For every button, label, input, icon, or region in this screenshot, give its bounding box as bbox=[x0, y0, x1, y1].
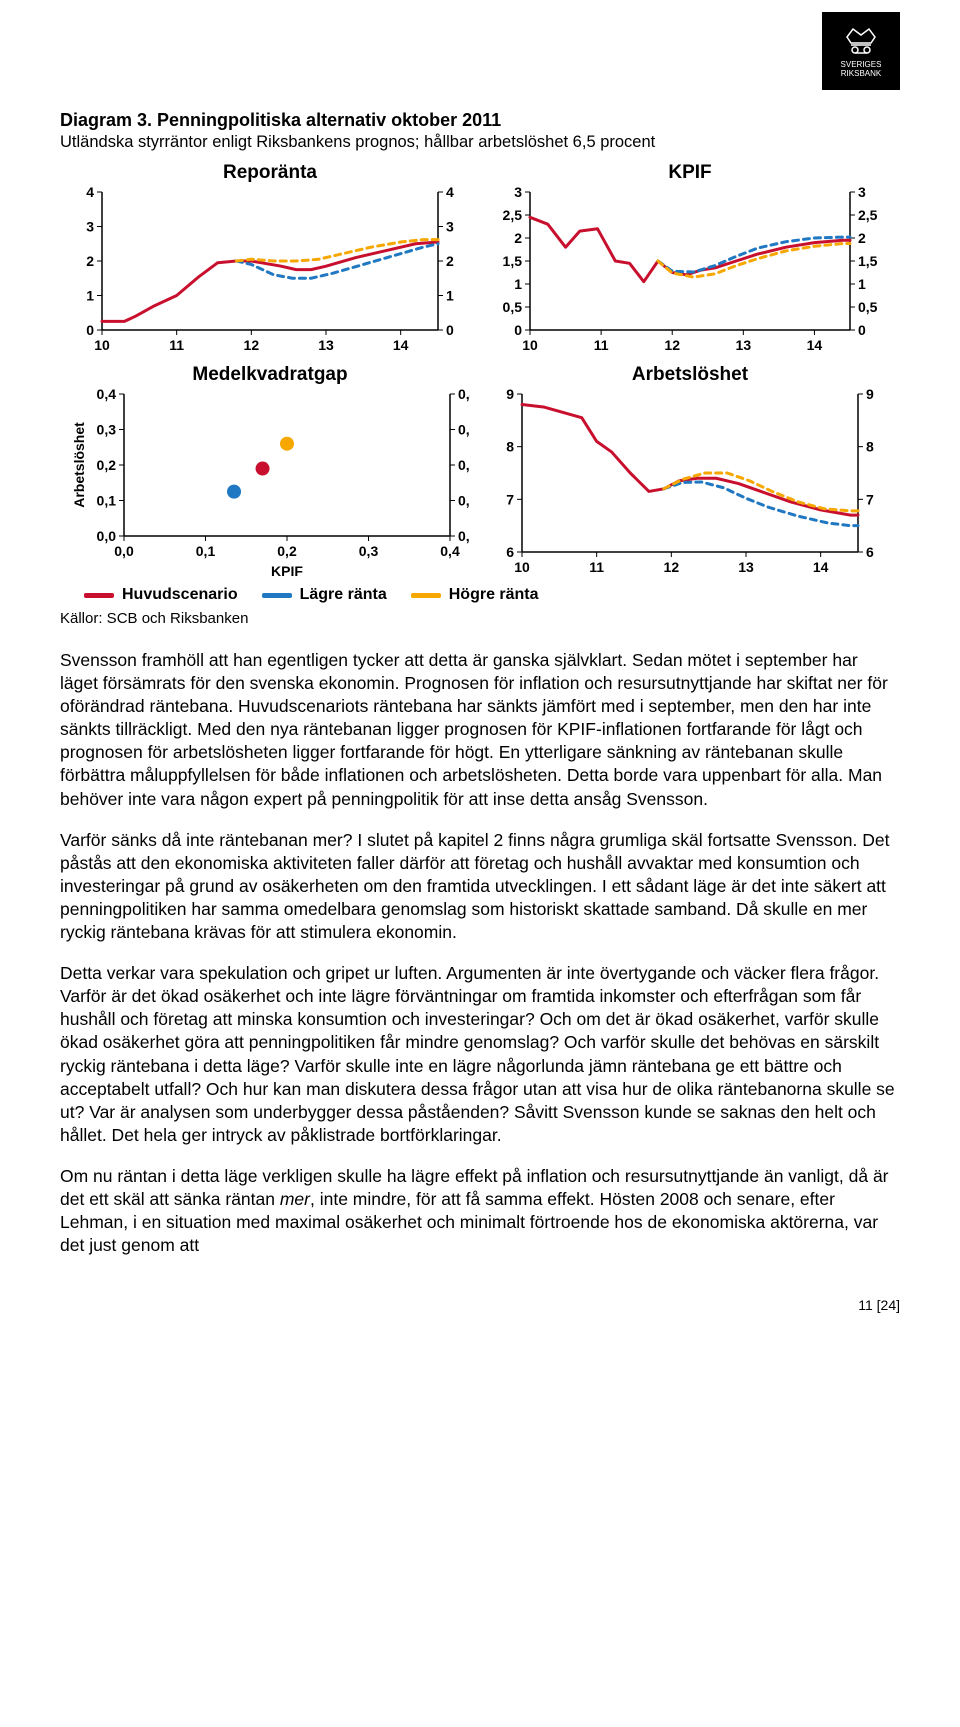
logo-text-2: RIKSBANK bbox=[841, 70, 881, 79]
svg-text:0,0: 0,0 bbox=[97, 528, 117, 544]
chart-title: Arbetslöshet bbox=[480, 364, 900, 386]
svg-text:6: 6 bbox=[506, 544, 514, 560]
svg-text:2: 2 bbox=[86, 253, 94, 269]
svg-text:2: 2 bbox=[858, 230, 866, 246]
svg-text:11: 11 bbox=[589, 559, 604, 575]
svg-text:6: 6 bbox=[866, 544, 874, 560]
svg-text:11: 11 bbox=[169, 337, 184, 353]
figure-subtitle: Utländska styrräntor enligt Riksbankens … bbox=[60, 133, 900, 152]
chart-title: KPIF bbox=[480, 162, 900, 184]
svg-text:0,2: 0,2 bbox=[97, 457, 117, 473]
chart-title: Reporänta bbox=[60, 162, 480, 184]
legend-swatch bbox=[262, 593, 292, 598]
chart-kpif: KPIF 000,50,5111,51,5222,52,533101112131… bbox=[480, 162, 900, 356]
svg-text:0,1: 0,1 bbox=[196, 543, 216, 559]
svg-text:0,5: 0,5 bbox=[858, 299, 878, 315]
legend-item: Högre ränta bbox=[411, 586, 539, 604]
chart-grid: Reporänta 00112233441011121314 KPIF 000,… bbox=[60, 162, 900, 578]
svg-text:13: 13 bbox=[738, 559, 754, 575]
svg-text:8: 8 bbox=[506, 439, 514, 455]
legend-item: Huvudscenario bbox=[84, 586, 238, 604]
svg-text:2,5: 2,5 bbox=[503, 207, 523, 223]
svg-text:13: 13 bbox=[318, 337, 334, 353]
chart-arbetsloshet: Arbetslöshet 6 6 7 7 8 8 9 9 10 11 12 13 14 bbox=[480, 364, 900, 578]
svg-text:0: 0 bbox=[86, 322, 94, 338]
svg-text:8: 8 bbox=[866, 439, 874, 455]
svg-text:3: 3 bbox=[514, 186, 522, 200]
svg-text:1: 1 bbox=[86, 288, 94, 304]
chart-reporanta: Reporänta 00112233441011121314 bbox=[60, 162, 480, 356]
svg-text:10: 10 bbox=[522, 337, 538, 353]
svg-text:4: 4 bbox=[446, 186, 454, 200]
legend-label: Högre ränta bbox=[449, 586, 539, 604]
svg-text:3: 3 bbox=[446, 219, 454, 235]
svg-text:0: 0 bbox=[858, 322, 866, 338]
legend-label: Huvudscenario bbox=[122, 586, 238, 604]
body-paragraph: Varför sänks då inte räntebanan mer? I s… bbox=[60, 829, 900, 944]
svg-text:Arbetslöshet: Arbetslöshet bbox=[71, 422, 87, 508]
svg-text:0,3: 0,3 bbox=[458, 422, 470, 438]
svg-text:1: 1 bbox=[858, 276, 866, 292]
svg-text:0,0: 0,0 bbox=[114, 543, 134, 559]
svg-text:0: 0 bbox=[446, 322, 454, 338]
svg-text:0,2: 0,2 bbox=[458, 457, 470, 473]
body-em: mer bbox=[280, 1189, 310, 1209]
body-paragraph: Svensson framhöll att han egentligen tyc… bbox=[60, 649, 900, 811]
svg-text:0: 0 bbox=[514, 322, 522, 338]
svg-text:0,4: 0,4 bbox=[440, 543, 460, 559]
legend-item: Lägre ränta bbox=[262, 586, 387, 604]
legend-swatch bbox=[411, 593, 441, 598]
svg-text:1,5: 1,5 bbox=[503, 253, 523, 269]
svg-text:1: 1 bbox=[446, 288, 454, 304]
svg-text:1: 1 bbox=[514, 276, 522, 292]
page-number: 11 [24] bbox=[60, 1297, 900, 1313]
svg-text:14: 14 bbox=[807, 337, 823, 353]
svg-text:0,4: 0,4 bbox=[458, 388, 470, 402]
svg-text:9: 9 bbox=[506, 388, 514, 402]
svg-text:0,1: 0,1 bbox=[458, 493, 470, 509]
legend-label: Lägre ränta bbox=[300, 586, 387, 604]
svg-text:0,2: 0,2 bbox=[277, 543, 297, 559]
svg-text:0,3: 0,3 bbox=[359, 543, 379, 559]
svg-text:12: 12 bbox=[664, 337, 680, 353]
legend: Huvudscenario Lägre ränta Högre ränta bbox=[84, 586, 900, 604]
svg-text:10: 10 bbox=[94, 337, 110, 353]
svg-text:0,1: 0,1 bbox=[97, 493, 117, 509]
svg-text:2: 2 bbox=[514, 230, 522, 246]
svg-text:14: 14 bbox=[393, 337, 409, 353]
svg-text:KPIF: KPIF bbox=[271, 563, 303, 578]
svg-text:0,0: 0,0 bbox=[458, 528, 470, 544]
svg-text:3: 3 bbox=[86, 219, 94, 235]
svg-text:7: 7 bbox=[506, 491, 514, 507]
svg-text:1,5: 1,5 bbox=[858, 253, 878, 269]
svg-text:13: 13 bbox=[736, 337, 752, 353]
chart-title: Medelkvadratgap bbox=[60, 364, 480, 386]
svg-text:10: 10 bbox=[514, 559, 530, 575]
svg-text:2,5: 2,5 bbox=[858, 207, 878, 223]
svg-text:12: 12 bbox=[664, 559, 680, 575]
figure-title: Diagram 3. Penningpolitiska alternativ o… bbox=[60, 110, 900, 131]
svg-text:0,3: 0,3 bbox=[97, 422, 117, 438]
svg-text:0,4: 0,4 bbox=[97, 388, 117, 402]
sources-line: Källor: SCB och Riksbanken bbox=[60, 610, 900, 627]
svg-text:11: 11 bbox=[594, 337, 609, 353]
riksbank-logo: SVERIGES RIKSBANK bbox=[822, 12, 900, 90]
body-paragraph: Om nu räntan i detta läge verkligen skul… bbox=[60, 1165, 900, 1257]
svg-text:14: 14 bbox=[813, 559, 829, 575]
body-paragraph: Detta verkar vara spekulation och gripet… bbox=[60, 962, 900, 1147]
svg-text:9: 9 bbox=[866, 388, 874, 402]
svg-text:2: 2 bbox=[446, 253, 454, 269]
svg-text:3: 3 bbox=[858, 186, 866, 200]
svg-text:7: 7 bbox=[866, 491, 874, 507]
svg-text:4: 4 bbox=[86, 186, 94, 200]
legend-swatch bbox=[84, 593, 114, 598]
chart-medelkvadratgap: Medelkvadratgap 0,00,00,10,10,20,20,30,3… bbox=[60, 364, 480, 578]
crown-icon bbox=[841, 23, 881, 57]
svg-text:0,5: 0,5 bbox=[503, 299, 523, 315]
svg-text:12: 12 bbox=[244, 337, 260, 353]
